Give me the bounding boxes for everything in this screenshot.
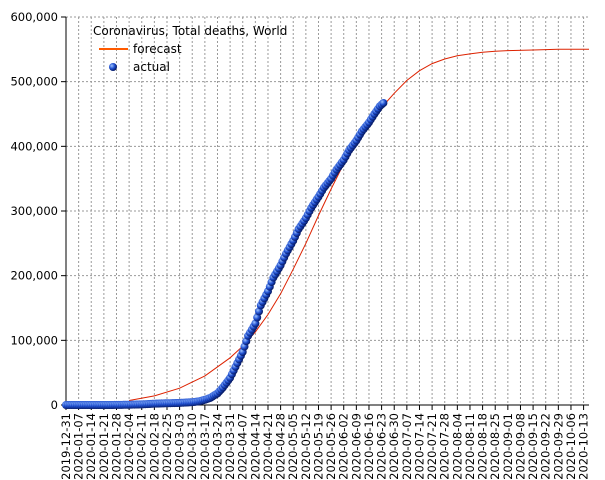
x-tick-label: 2020-02-11	[135, 413, 149, 480]
x-tick-label: 2020-02-18	[147, 413, 161, 480]
x-tick-label: 2020-07-07	[400, 413, 414, 480]
grid-lines	[61, 16, 589, 410]
x-tick-label: 2020-05-19	[311, 413, 325, 480]
legend-actual-label: actual	[133, 60, 170, 74]
x-tick-label: 2020-05-05	[286, 413, 300, 480]
actual-data-point	[251, 319, 260, 328]
x-tick-label: 2020-06-23	[375, 413, 389, 480]
x-tick-label: 2020-01-07	[72, 413, 86, 480]
x-tick-label: 2020-05-12	[299, 413, 313, 480]
x-tick-label: 2020-08-04	[450, 413, 464, 480]
x-tick-label: 2020-04-28	[274, 413, 288, 480]
x-tick-label: 2020-06-30	[387, 413, 401, 480]
x-tick-label: 2019-12-31	[59, 413, 73, 480]
chart-title: Coronavirus, Total deaths, World	[93, 24, 287, 38]
y-tick-labels: 0 100,000 200,000 300,000 400,000 500,000 600,…	[10, 10, 58, 412]
actual-series-points	[62, 99, 388, 409]
x-tick-label: 2020-02-25	[160, 413, 174, 480]
y-tick-label: 500,000	[10, 75, 58, 89]
x-tick-label: 2020-01-21	[97, 413, 111, 480]
actual-data-point	[253, 313, 262, 322]
x-tick-label: 2020-01-28	[109, 413, 123, 480]
y-tick-label: 400,000	[10, 139, 58, 153]
y-tick-label: 600,000	[10, 10, 58, 24]
legend-actual-marker	[109, 63, 117, 71]
x-tick-label: 2020-03-10	[185, 413, 199, 480]
y-tick-label: 100,000	[10, 333, 58, 347]
x-tick-label: 2020-03-31	[223, 413, 237, 480]
x-tick-label: 2020-09-08	[513, 413, 527, 480]
x-tick-label: 2020-10-13	[577, 413, 591, 480]
legend-forecast-label: forecast	[133, 42, 182, 56]
actual-data-point	[255, 307, 263, 316]
legend: Coronavirus, Total deaths, World forecas…	[93, 24, 287, 74]
x-tick-label: 2020-10-06	[564, 413, 578, 480]
x-tick-label: 2020-06-16	[362, 413, 376, 480]
x-tick-label: 2020-09-01	[501, 413, 515, 480]
y-tick-label: 200,000	[10, 269, 58, 283]
x-tick-label: 2020-02-04	[122, 413, 136, 480]
x-tick-label: 2020-01-14	[84, 413, 98, 480]
x-tick-label: 2020-04-07	[236, 413, 250, 480]
x-tick-label: 2020-03-17	[198, 413, 212, 480]
x-tick-label: 2020-06-02	[337, 413, 351, 480]
x-tick-label: 2020-03-24	[210, 413, 224, 480]
x-tick-label: 2020-09-29	[551, 413, 565, 480]
x-tick-label: 2020-09-15	[526, 413, 540, 480]
y-tick-label: 300,000	[10, 204, 58, 218]
x-tick-label: 2020-07-21	[425, 413, 439, 480]
x-tick-label: 2020-08-25	[488, 413, 502, 480]
x-tick-labels: 2019-12-312020-01-072020-01-142020-01-21…	[59, 413, 591, 480]
x-tick-label: 2020-05-26	[324, 413, 338, 480]
x-tick-label: 2020-07-28	[438, 413, 452, 480]
y-tick-label: 0	[51, 398, 58, 412]
x-tick-label: 2020-06-09	[349, 413, 363, 480]
x-tick-label: 2020-04-14	[248, 413, 262, 480]
x-tick-label: 2020-08-11	[463, 413, 477, 480]
x-tick-label: 2020-04-21	[261, 413, 275, 480]
x-tick-label: 2020-09-22	[539, 413, 553, 480]
x-tick-label: 2020-07-14	[412, 413, 426, 480]
x-tick-label: 2020-08-18	[476, 413, 490, 480]
actual-data-point	[379, 99, 388, 107]
x-tick-label: 2020-03-03	[173, 413, 187, 480]
